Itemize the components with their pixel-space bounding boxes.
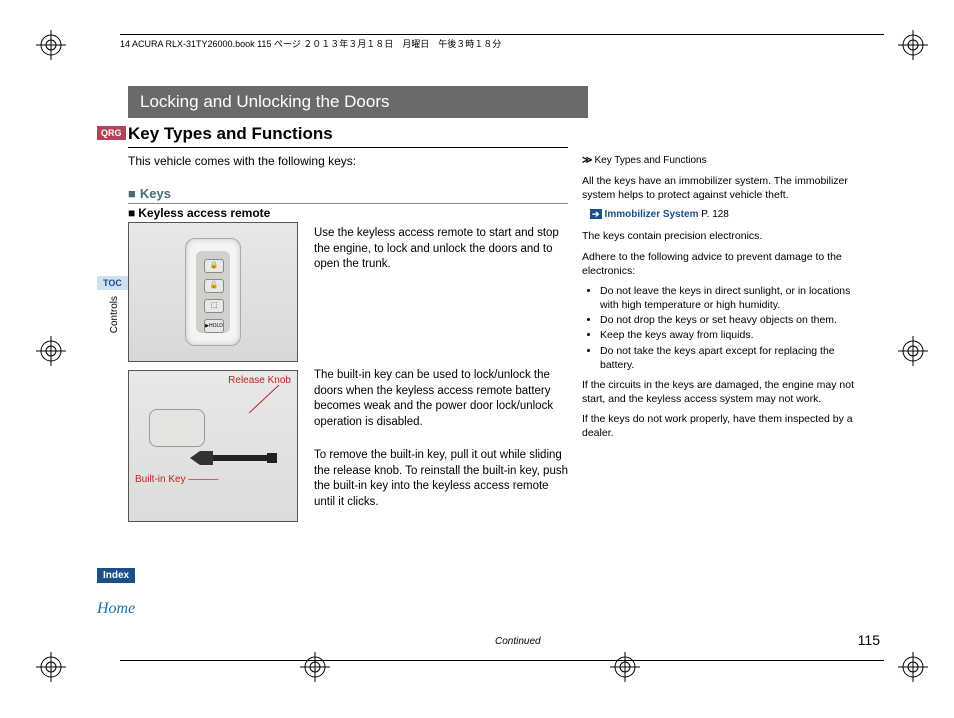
figure-built-in-key: Release Knob Built-in Key ——— [128, 370, 298, 522]
footer-rule [120, 660, 884, 661]
side-heading: ≫Key Types and Functions [582, 154, 868, 168]
callout-line-icon [249, 385, 289, 415]
crop-mark-icon [36, 30, 66, 60]
square-bullet-icon: ■ [128, 186, 136, 201]
intro-text: This vehicle comes with the following ke… [128, 154, 356, 168]
side-para-3: Adhere to the following advice to preven… [582, 250, 868, 278]
paragraph-2: The built-in key can be used to lock/unl… [314, 368, 568, 430]
qrg-link[interactable]: QRG [97, 126, 126, 140]
list-item: Do not leave the keys in direct sunlight… [600, 284, 868, 312]
xref-label: Immobilizer System [605, 209, 699, 220]
side-para-4: If the circuits in the keys are damaged,… [582, 378, 868, 406]
side-para-2: The keys contain precision electronics. [582, 229, 868, 243]
crop-mark-icon [36, 652, 66, 682]
figure-keyless-remote: 🔒 🔓 ⬚ ▶HOLD [128, 222, 298, 362]
crop-mark-icon [300, 652, 330, 682]
xref-arrow-icon: ➔ [590, 209, 602, 219]
side-notes-column: ≫Key Types and Functions All the keys ha… [582, 154, 868, 447]
fob-trunk-icon: ⬚ [204, 299, 224, 313]
fob-unlock-icon: 🔓 [204, 279, 224, 293]
xref-page: P. 128 [701, 209, 729, 220]
chevron-icon: ≫ [582, 155, 592, 166]
keys-subheading-text: Keys [140, 186, 171, 201]
crop-mark-icon [898, 336, 928, 366]
page-number: 115 [858, 632, 880, 648]
immobilizer-xref-link[interactable]: ➔Immobilizer System P. 128 [590, 208, 868, 222]
side-heading-text: Key Types and Functions [594, 155, 706, 166]
fob-hold-icon: ▶HOLD [204, 319, 224, 333]
paragraph-3: To remove the built-in key, pull it out … [314, 448, 568, 510]
continued-label: Continued [495, 636, 541, 647]
key-fob-illustration: 🔒 🔓 ⬚ ▶HOLD [185, 238, 241, 346]
page-header-meta: 14 ACURA RLX-31TY26000.book 115 ページ ２０１３… [120, 34, 884, 50]
keyless-remote-text: Keyless access remote [138, 206, 270, 220]
keys-subheading: ■ Keys [128, 186, 568, 204]
side-para-5: If the keys do not work properly, have t… [582, 412, 868, 440]
crop-mark-icon [610, 652, 640, 682]
list-item: Do not take the keys apart except for re… [600, 344, 868, 372]
paragraph-1: Use the keyless access remote to start a… [314, 226, 568, 273]
side-para-1: All the keys have an immobilizer system.… [582, 174, 868, 202]
section-heading: Key Types and Functions [128, 124, 568, 148]
fob-lock-icon: 🔒 [204, 259, 224, 273]
section-label-controls: Controls [109, 296, 120, 333]
keyless-remote-label: ■Keyless access remote [128, 206, 270, 220]
home-link[interactable]: Home [97, 600, 135, 618]
key-blade-illustration [185, 443, 280, 483]
crop-mark-icon [898, 30, 928, 60]
side-bullet-list: Do not leave the keys in direct sunlight… [600, 284, 868, 372]
fob-body-illustration [149, 409, 205, 447]
crop-mark-icon [898, 652, 928, 682]
list-item: Keep the keys away from liquids. [600, 328, 868, 342]
crop-mark-icon [36, 336, 66, 366]
index-link[interactable]: Index [97, 568, 135, 583]
list-item: Do not drop the keys or set heavy object… [600, 313, 868, 327]
square-bullet-icon: ■ [128, 206, 135, 220]
page-title-bar: Locking and Unlocking the Doors [128, 86, 588, 118]
toc-link[interactable]: TOC [97, 276, 128, 290]
